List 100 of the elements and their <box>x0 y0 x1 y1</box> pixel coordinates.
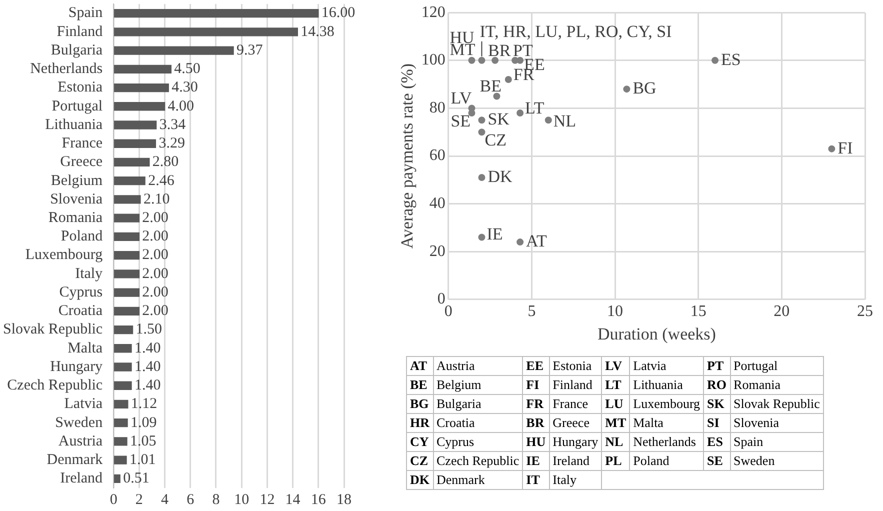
point <box>478 174 486 182</box>
y-tick-label: Netherlands <box>30 61 103 78</box>
bar <box>114 306 140 316</box>
text: IT <box>522 470 550 490</box>
bar <box>114 176 146 186</box>
y-tick-label: 60 <box>429 147 446 164</box>
point <box>516 109 524 116</box>
x-axis-title: Duration (weeks) <box>597 324 716 344</box>
data-label: 1.01 <box>130 452 156 468</box>
y-tick-label: Spain <box>68 5 104 22</box>
point <box>478 116 486 124</box>
bar <box>114 362 132 372</box>
data-label: 1.12 <box>130 396 158 412</box>
text: IE <box>522 452 550 470</box>
bar <box>114 195 141 204</box>
point <box>504 76 512 84</box>
text: CY <box>406 432 433 452</box>
data-label: 16.00 <box>321 5 356 22</box>
text: Greece <box>549 414 602 432</box>
bar <box>114 474 120 484</box>
bar <box>114 381 132 390</box>
bar <box>114 232 140 242</box>
text: Italy <box>549 470 602 490</box>
y-tick-label: Portugal <box>52 98 103 114</box>
annotation: LT <box>525 98 545 118</box>
text: BE <box>406 376 433 394</box>
text: BG <box>406 394 433 414</box>
data-label: 2.00 <box>142 303 168 320</box>
text: Ireland <box>549 452 602 470</box>
annotation: SK <box>488 110 510 129</box>
point <box>516 56 524 64</box>
text: Estonia <box>549 356 602 376</box>
text: Slovenia <box>730 414 824 432</box>
point <box>828 145 836 152</box>
text: SI <box>704 414 730 432</box>
annotation: ES <box>721 50 741 69</box>
data-label: 2.00 <box>142 284 168 300</box>
text: LV <box>602 356 630 376</box>
y-tick-label: 80 <box>429 99 446 116</box>
bar <box>114 64 172 74</box>
bar <box>114 102 166 111</box>
y-tick-label: Croatia <box>58 303 103 320</box>
annotation: NL <box>553 112 576 131</box>
annotation: SE <box>450 111 471 130</box>
y-tick-label: Malta <box>68 340 103 356</box>
bar <box>114 288 140 297</box>
data-label: 1.40 <box>134 340 161 356</box>
bar <box>114 46 234 55</box>
data-label: 4.30 <box>172 80 198 96</box>
bar <box>114 437 128 446</box>
y-tick-label: Cyprus <box>59 284 103 300</box>
y-tick-label: Italy <box>75 266 104 282</box>
y-tick-label: Romania <box>48 210 103 226</box>
text: Portugal <box>730 356 824 376</box>
y-tick-label: Austria <box>58 433 103 450</box>
annotation: FI <box>838 138 854 158</box>
data-label: 2.46 <box>148 172 175 189</box>
y-tick-label: 0 <box>437 290 446 308</box>
point <box>493 92 500 100</box>
point <box>544 116 552 124</box>
y-tick-label: 40 <box>429 195 446 212</box>
y-tick-label: Lithuania <box>45 116 103 133</box>
text: FI <box>522 376 550 394</box>
data-label: 14.38 <box>300 24 334 40</box>
text: Romania <box>730 376 824 394</box>
bar <box>114 400 128 409</box>
x-tick-label: 8 <box>212 492 220 508</box>
y-tick-label: Denmark <box>46 452 104 468</box>
text: Slovak Republic <box>730 394 824 414</box>
y-tick-label: 20 <box>429 242 446 260</box>
x-tick-label: 4 <box>161 492 170 508</box>
text: Latvia <box>630 356 704 376</box>
y-tick-label: Finland <box>56 24 104 40</box>
data-label: 2.00 <box>142 266 168 282</box>
data-label: 2.00 <box>142 210 168 226</box>
data-label: 1.40 <box>134 358 161 375</box>
y-tick-label: 120 <box>421 4 446 21</box>
x-tick-label: 15 <box>690 303 706 320</box>
text: CZ <box>406 452 433 470</box>
x-tick-label: 2 <box>135 492 143 508</box>
text: AT <box>406 356 433 376</box>
text: HU <box>522 432 550 452</box>
x-tick-label: 10 <box>607 303 624 320</box>
text: BR <box>522 414 550 432</box>
annotation: IE <box>486 224 503 244</box>
text: Netherlands <box>630 432 704 452</box>
data-label: 2.10 <box>143 191 170 208</box>
x-tick-label: 12 <box>260 492 275 508</box>
text: Lithuania <box>630 376 704 394</box>
data-label: 4.00 <box>168 98 194 114</box>
text: DK <box>406 470 433 490</box>
data-label: 4.50 <box>174 61 200 78</box>
data-label: 3.34 <box>159 116 186 133</box>
x-tick-label: 10 <box>234 492 250 508</box>
y-tick-label: France <box>62 136 103 152</box>
annotation: LV <box>450 88 473 108</box>
bar <box>114 8 319 18</box>
text: France <box>549 394 602 414</box>
annotation: DK <box>488 166 514 186</box>
text: Luxembourg <box>630 394 704 414</box>
